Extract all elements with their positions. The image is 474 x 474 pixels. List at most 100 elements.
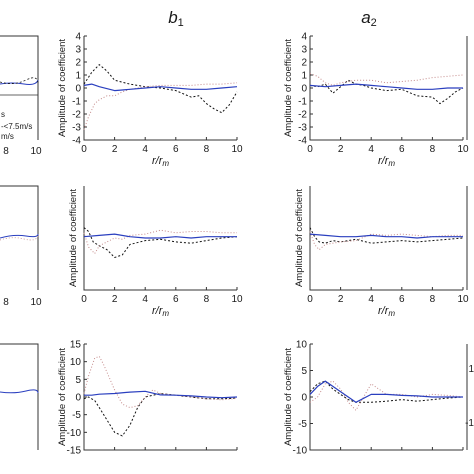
y-tick-label: -2 bbox=[298, 110, 307, 121]
left-panel-3-frame bbox=[0, 343, 39, 450]
x-tick-label: 10 bbox=[231, 294, 243, 305]
x-tick-label: 2 bbox=[338, 144, 344, 155]
series-line-3 bbox=[83, 83, 238, 92]
left-tick-label: 10 bbox=[30, 297, 42, 308]
y-tick-label: -1 bbox=[298, 97, 307, 108]
y-tick-label: -2 bbox=[72, 110, 81, 121]
left-panel-1-series bbox=[0, 77, 39, 85]
series-line-3 bbox=[84, 390, 238, 399]
x-axis-label: r/rm bbox=[378, 155, 395, 168]
series-line-2 bbox=[83, 82, 238, 130]
y-axis-label: Amplitude of coefficient bbox=[68, 189, 79, 287]
x-tick-label: 6 bbox=[173, 294, 179, 305]
x-tick-label: 0 bbox=[307, 144, 313, 155]
y-tick-label: -4 bbox=[72, 136, 81, 147]
y-tick-label: 3 bbox=[75, 45, 81, 56]
y-tick-label: 0 bbox=[75, 84, 81, 95]
y-tick-label: 10 bbox=[296, 340, 308, 351]
x-axis-label: r/rm bbox=[152, 305, 169, 318]
y-tick-label: -4 bbox=[298, 136, 307, 147]
right-tick-label: 1 bbox=[468, 364, 474, 375]
column-title-a2: a2 bbox=[361, 8, 377, 29]
y-tick-label: 10 bbox=[70, 357, 82, 368]
series-line-1 bbox=[83, 227, 238, 258]
y-tick-label: -3 bbox=[298, 123, 307, 134]
x-tick-label: 8 bbox=[430, 294, 436, 305]
series-line-2 bbox=[83, 229, 237, 255]
y-tick-label: 4 bbox=[301, 32, 307, 43]
left-tick-label: 8 bbox=[3, 146, 9, 157]
x-tick-label: 4 bbox=[368, 294, 374, 305]
left-tick-label: 10 bbox=[30, 146, 42, 157]
y-tick-label: 3 bbox=[301, 45, 307, 56]
left-panel-1-series bbox=[0, 79, 39, 85]
series-line-1 bbox=[309, 227, 464, 244]
right-tick-label: -1 bbox=[465, 418, 474, 429]
y-tick-label: -10 bbox=[67, 428, 82, 439]
series-line-3 bbox=[83, 233, 237, 239]
left-panel-1-frame bbox=[0, 35, 39, 140]
y-tick-label: -15 bbox=[67, 446, 82, 457]
y-tick-label: -10 bbox=[293, 446, 308, 457]
x-tick-label: 8 bbox=[430, 144, 436, 155]
y-tick-label: -1 bbox=[72, 97, 81, 108]
y-tick-label: -5 bbox=[298, 419, 307, 430]
y-tick-label: 4 bbox=[75, 32, 81, 43]
x-tick-label: 2 bbox=[112, 144, 118, 155]
left-edge-panels: s -<7.5m/s m/s 8 10 8 10 bbox=[0, 35, 42, 450]
series-line-2 bbox=[309, 231, 463, 251]
chart-panel-row2-b1: 0 2 4 6 8 10 r/rm Amplitude of coefficient bbox=[68, 186, 243, 318]
legend-fragment: -<7.5m/s bbox=[1, 122, 32, 131]
x-tick-label: 0 bbox=[81, 144, 87, 155]
x-tick-label: 4 bbox=[142, 144, 148, 155]
y-axis-label: Amplitude of coefficient bbox=[294, 189, 305, 287]
series-line-2 bbox=[309, 380, 464, 411]
series-line-2 bbox=[309, 73, 464, 86]
series-line-2 bbox=[83, 355, 238, 409]
column-title-b1: b1 bbox=[168, 8, 184, 29]
y-tick-label: 0 bbox=[75, 393, 81, 404]
x-tick-label: 4 bbox=[142, 294, 148, 305]
series-line-1 bbox=[309, 79, 464, 105]
y-tick-label: 2 bbox=[75, 58, 81, 69]
legend-fragment: m/s bbox=[1, 132, 14, 141]
series-line-3 bbox=[309, 83, 463, 90]
x-tick-label: 8 bbox=[204, 294, 210, 305]
y-tick-label: 1 bbox=[301, 71, 307, 82]
y-axis-label: Amplitude of coefficient bbox=[57, 39, 68, 137]
y-tick-label: 5 bbox=[75, 375, 81, 386]
x-tick-label: 10 bbox=[457, 294, 469, 305]
y-tick-label: 0 bbox=[301, 84, 307, 95]
x-tick-label: 6 bbox=[399, 144, 405, 155]
x-tick-label: 10 bbox=[457, 144, 469, 155]
x-tick-label: 0 bbox=[307, 294, 313, 305]
series-line-3 bbox=[309, 380, 463, 403]
x-axis-label: r/rm bbox=[378, 305, 395, 318]
series-line-1 bbox=[309, 380, 464, 403]
x-tick-label: 2 bbox=[112, 294, 118, 305]
axes-frame bbox=[309, 36, 463, 141]
x-tick-label: 4 bbox=[368, 144, 374, 155]
left-panel-2-frame bbox=[0, 185, 39, 290]
left-panel-2-series bbox=[0, 235, 39, 241]
axes-frame bbox=[309, 186, 463, 291]
x-tick-label: 8 bbox=[204, 144, 210, 155]
series-line-1 bbox=[83, 64, 238, 114]
left-panel-3-series bbox=[0, 389, 39, 394]
x-axis-label: r/rm bbox=[152, 155, 169, 168]
y-tick-label: 0 bbox=[301, 393, 307, 404]
y-axis-label: Amplitude of coefficient bbox=[283, 348, 294, 446]
y-tick-label: -3 bbox=[72, 123, 81, 134]
x-tick-label: 6 bbox=[173, 144, 179, 155]
y-tick-label: 15 bbox=[70, 340, 82, 351]
right-edge-panels: 1 -1 bbox=[465, 36, 474, 450]
legend-fragment: s bbox=[1, 110, 5, 119]
series-line-1 bbox=[83, 393, 238, 437]
x-tick-label: 0 bbox=[81, 294, 87, 305]
